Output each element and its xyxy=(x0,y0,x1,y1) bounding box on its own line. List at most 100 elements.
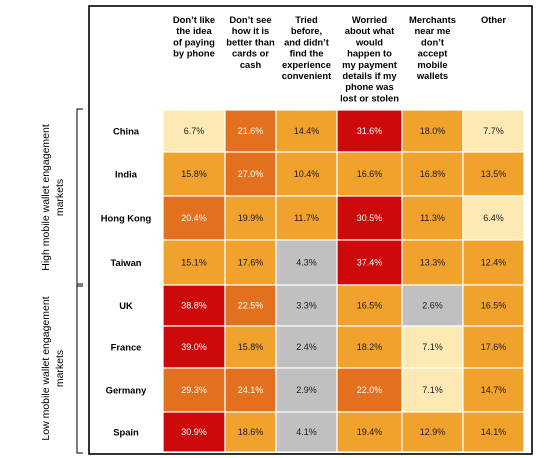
row-label: Germany xyxy=(106,384,147,395)
cell-value-label: 13.5% xyxy=(481,169,507,179)
heatmap-cell xyxy=(401,195,464,241)
row-labels-layer: China India Hong Kong Taiwan UK France Germany… xyxy=(101,125,152,437)
heatmap-cell xyxy=(275,239,338,286)
cell-value-label: 4.1% xyxy=(296,427,317,437)
cell-value-label: 3.3% xyxy=(296,301,317,311)
heatmap-cell xyxy=(336,239,403,286)
heatmap-cell xyxy=(224,411,277,453)
cell-value-label: 17.6% xyxy=(238,258,264,268)
cell-value-label: 15.8% xyxy=(238,342,264,352)
cell-value-label: 14.7% xyxy=(481,385,507,395)
cell-value-label: 11.7% xyxy=(294,213,319,223)
cell-value-label: 11.3% xyxy=(420,213,445,223)
heatmap-cell xyxy=(462,195,525,241)
heatmap-cell xyxy=(162,151,226,197)
group-bracket xyxy=(76,283,83,454)
cell-value-label: 22.0% xyxy=(357,385,383,395)
heatmap-cell xyxy=(275,195,338,241)
heatmap-cell xyxy=(162,239,226,286)
row-label: France xyxy=(111,341,142,352)
group-label: Low mobile wallet engagement markets xyxy=(40,296,66,440)
cell-value-label: 12.4% xyxy=(481,258,507,268)
heatmap-cell xyxy=(462,411,525,453)
cell-value-label: 6.7% xyxy=(184,126,205,136)
cell-value-label: 4.3% xyxy=(296,258,317,268)
heatmap-cell xyxy=(224,239,277,286)
group-bracket xyxy=(76,108,83,287)
cell-value-label: 14.1% xyxy=(481,427,507,437)
cell-value-label: 30.5% xyxy=(357,213,383,223)
cell-value-label: 24.1% xyxy=(238,385,264,395)
heatmap-cell xyxy=(401,325,464,369)
heatmap-cell xyxy=(401,411,464,453)
cell-value-label: 2.6% xyxy=(422,301,443,311)
row-label: UK xyxy=(119,300,133,311)
cell-value-label: 37.4% xyxy=(357,258,383,268)
cell-value-label: 20.4% xyxy=(181,213,207,223)
cell-value-label: 27.0% xyxy=(238,169,264,179)
cell-value-label: 16.8% xyxy=(420,169,446,179)
cell-value-label: 38.8% xyxy=(181,301,207,311)
cell-value-label: 22.5% xyxy=(238,301,264,311)
heatmap-cell xyxy=(275,367,338,413)
heatmap-cell xyxy=(462,367,525,413)
group-labels-layer: High mobile wallet engagement markets Low … xyxy=(40,108,83,454)
heatmap-cell xyxy=(401,109,464,153)
cell-value-label: 29.3% xyxy=(181,385,207,395)
heatmap-cell xyxy=(462,325,525,369)
cell-value-label: 17.6% xyxy=(481,342,507,352)
cell-value-label: 2.4% xyxy=(296,342,317,352)
cell-value-label: 21.6% xyxy=(238,126,264,136)
row-label: Taiwan xyxy=(110,257,141,268)
cell-value-label: 7.7% xyxy=(483,126,504,136)
column-header: Worried about what would happen to my paymen… xyxy=(340,14,399,103)
heatmap-cell xyxy=(401,151,464,197)
column-headers-layer: Don’t like the idea of paying by phone Don’t… xyxy=(173,14,506,103)
cell-value-label: 14.4% xyxy=(294,126,320,136)
group-label: High mobile wallet engagement markets xyxy=(40,124,66,271)
cell-value-label: 18.6% xyxy=(238,427,264,437)
heatmap-cell xyxy=(275,151,338,197)
cell-value-label: 6.4% xyxy=(483,213,504,223)
heatmap-cell xyxy=(401,367,464,413)
heatmap-cell xyxy=(336,411,403,453)
cell-value-label: 12.9% xyxy=(420,427,446,437)
cell-value-label: 16.5% xyxy=(357,301,383,311)
cell-value-label: 15.8% xyxy=(181,169,207,179)
column-header: Don’t see how it is better than cards or cas… xyxy=(226,14,275,70)
heatmap-cell xyxy=(336,284,403,327)
row-label: China xyxy=(113,125,140,136)
row-label: Spain xyxy=(113,426,139,437)
cell-value-label: 31.6% xyxy=(357,126,383,136)
cell-value-label: 2.9% xyxy=(296,385,317,395)
cell-value-label: 39.0% xyxy=(181,342,207,352)
cell-value-label: 19.9% xyxy=(238,213,264,223)
heatmap-cell xyxy=(162,109,226,153)
cell-value-label: 7.1% xyxy=(422,385,443,395)
row-label: India xyxy=(115,168,138,179)
cell-value-label: 16.6% xyxy=(357,169,383,179)
cell-value-label: 13.3% xyxy=(420,258,446,268)
cell-value-label: 10.4% xyxy=(294,169,320,179)
cell-value-label: 18.2% xyxy=(357,342,383,352)
column-header: Merchants near me don’t accept mobile wallets xyxy=(409,14,456,81)
heatmap-cell xyxy=(162,195,226,241)
column-header: Tried before, and didn’t find the experience… xyxy=(282,14,332,81)
cell-value-label: 15.1% xyxy=(181,258,207,268)
cells-layer: 6.7% 21.6% 14.4% 31.6% 18.0% 7.7% 15.8% 27.0% 10… xyxy=(162,109,525,453)
cell-value-label: 30.9% xyxy=(181,427,207,437)
column-header: Other xyxy=(481,14,506,25)
heatmap-cell xyxy=(224,284,277,327)
cell-value-label: 19.4% xyxy=(357,427,383,437)
cell-value-label: 16.5% xyxy=(481,301,507,311)
cell-value-label: 18.0% xyxy=(420,126,446,136)
heatmap-cell xyxy=(336,195,403,241)
column-header: Don’t like the idea of paying by phone xyxy=(173,14,215,59)
heatmap-cell xyxy=(275,284,338,327)
cell-value-label: 7.1% xyxy=(422,342,443,352)
heatmap-cell xyxy=(275,411,338,453)
heatmap-cell xyxy=(462,284,525,327)
row-label: Hong Kong xyxy=(101,212,152,223)
